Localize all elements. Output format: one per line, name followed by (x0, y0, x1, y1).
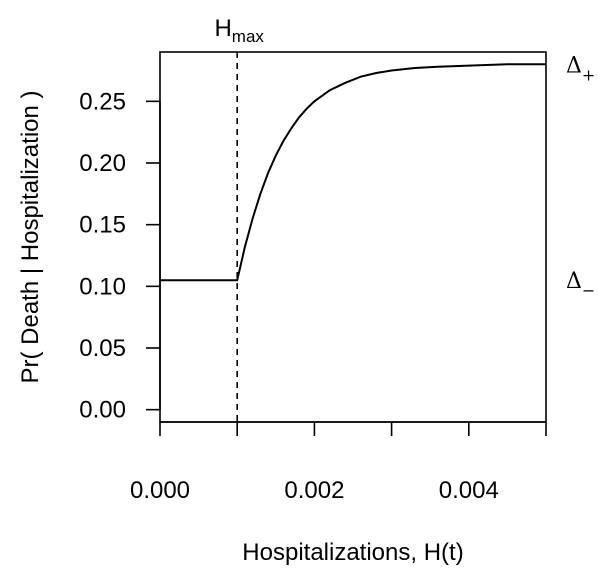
delta-annotation-0: Δ+ (566, 53, 595, 84)
delta-subscript: − (582, 281, 595, 300)
y-tick-label: 0.20 (79, 150, 126, 177)
delta-symbol: Δ (566, 269, 582, 294)
y-tick-label: 0.00 (79, 397, 126, 424)
delta-subscript: + (582, 65, 595, 84)
x-tick-label: 0.004 (439, 477, 499, 504)
y-tick-label: 0.05 (79, 335, 126, 362)
plot-frame (159, 51, 547, 423)
delta-symbol: Δ (566, 53, 582, 78)
x-axis: 0.000 0.002 0.004 (130, 421, 547, 504)
hmax-label-sub: max (232, 27, 265, 46)
series-line (160, 63, 546, 282)
x-axis-title: Hospitalizations, H(t) (242, 539, 463, 566)
y-tick-label: 0.10 (79, 273, 126, 300)
y-axis-title: Pr( Death | Hospitalization ) (17, 90, 44, 383)
hmax-label: Hmax (214, 15, 264, 46)
delta-annotation-1: Δ− (566, 269, 595, 300)
y-tick-label: 0.15 (79, 212, 126, 239)
x-tick-label: 0.002 (284, 477, 344, 504)
y-axis: 0.00 0.05 0.10 0.15 0.20 0.25 (79, 88, 161, 424)
hmax-label-main: H (214, 15, 231, 42)
x-tick-label: 0.000 (130, 477, 190, 504)
y-tick-label: 0.25 (79, 88, 126, 115)
delta-annotations: Δ+Δ− (566, 53, 595, 300)
